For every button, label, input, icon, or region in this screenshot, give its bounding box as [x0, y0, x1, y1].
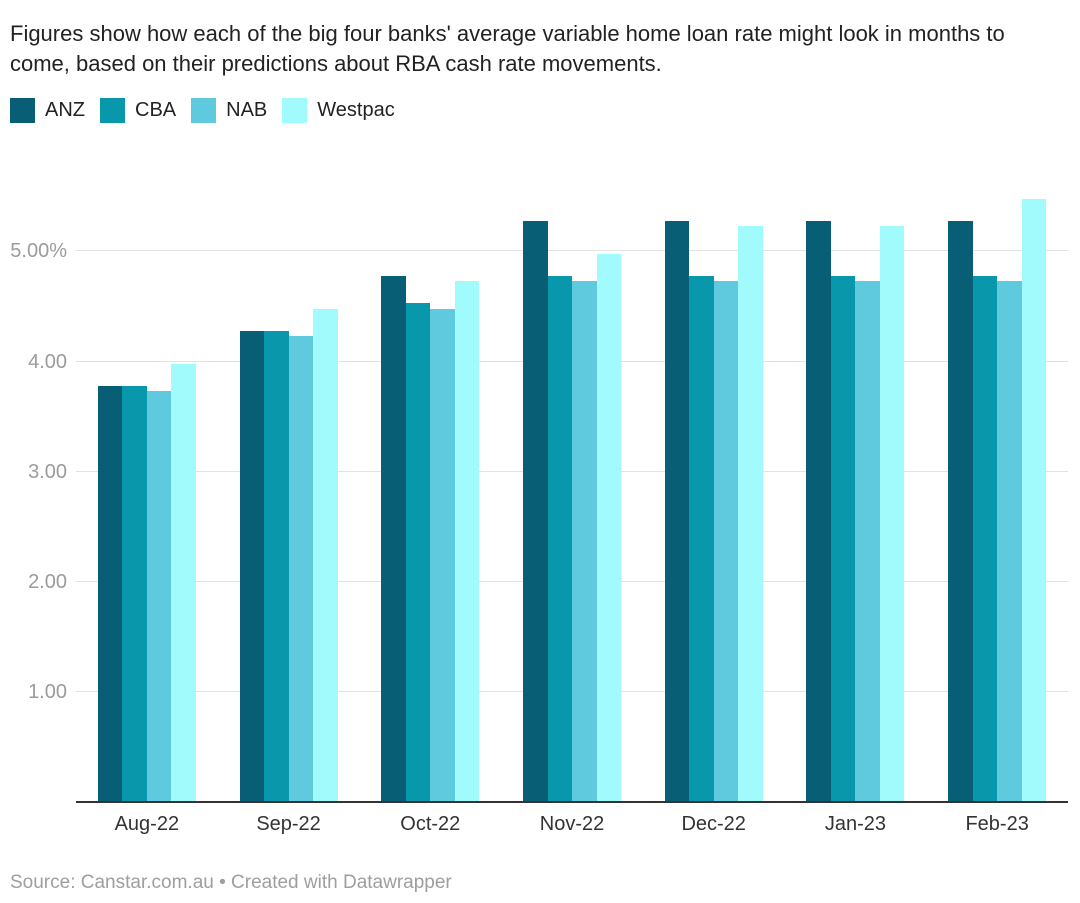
bar-nab-dec-22	[713, 281, 739, 802]
x-tick-label: Sep-22	[256, 813, 321, 835]
bar-westpac-jan-23	[879, 226, 905, 802]
legend-swatch-nab	[191, 98, 217, 123]
bar-cba-aug-22	[122, 385, 147, 802]
x-tick-label: Jan-23	[824, 813, 886, 835]
bar-group-jan-23	[806, 220, 905, 802]
bar-nab-feb-23	[997, 281, 1022, 802]
x-tick-label: Oct-22	[400, 813, 461, 835]
bar-group-feb-23	[948, 198, 1047, 802]
x-axis-line	[76, 801, 1068, 803]
bar-group-sep-22	[239, 308, 338, 802]
bar-group-dec-22	[664, 220, 763, 802]
bar-nab-oct-22	[430, 308, 455, 802]
bar-cba-nov-22	[547, 275, 572, 802]
bar-nab-aug-22	[146, 391, 172, 802]
y-tick-label: 1.00	[28, 680, 67, 703]
x-tick-label: Aug-22	[114, 813, 180, 835]
legend-item-westpac: Westpac	[282, 98, 395, 123]
legend-item-anz: ANZ	[10, 98, 85, 123]
bar-anz-aug-22	[97, 385, 123, 802]
source-note: Source: Canstar.com.au • Created with Da…	[10, 872, 452, 893]
legend-swatch-anz	[10, 98, 35, 123]
bar-westpac-aug-22	[171, 363, 196, 802]
legend-swatch-cba	[100, 98, 125, 123]
bar-group-aug-22	[97, 363, 196, 802]
x-tick-label: Feb-23	[965, 813, 1029, 835]
legend-item-nab: NAB	[191, 98, 267, 123]
bar-westpac-feb-23	[1021, 198, 1047, 802]
legend-label: NAB	[226, 99, 268, 121]
bar-cba-dec-22	[689, 275, 714, 802]
bar-westpac-dec-22	[738, 226, 763, 802]
legend: ANZ CBA NAB Westpac	[10, 98, 395, 123]
legend-label: CBA	[135, 99, 177, 121]
bar-nab-jan-23	[855, 281, 880, 802]
x-tick-label: Dec-22	[681, 813, 746, 835]
y-tick-label: 4.00	[28, 350, 67, 373]
x-tick-label: Nov-22	[539, 813, 605, 835]
bar-westpac-nov-22	[596, 253, 621, 802]
bar-group-nov-22	[523, 220, 621, 802]
bar-anz-sep-22	[239, 330, 265, 802]
bar-cba-jan-23	[830, 275, 856, 802]
chart-title: Figures show how each of the big four ba…	[10, 21, 1005, 76]
x-axis: Aug-22 Sep-22 Oct-22 Nov-22 Dec-22 Jan-23 Feb-…	[76, 812, 1068, 840]
bar-nab-sep-22	[288, 336, 314, 802]
bar-cba-oct-22	[405, 303, 431, 802]
bar-anz-jan-23	[806, 220, 831, 802]
legend-label: Westpac	[317, 99, 395, 121]
legend-swatch-westpac	[282, 98, 308, 123]
bar-cba-sep-22	[264, 330, 289, 802]
bar-anz-oct-22	[381, 275, 406, 802]
bar-westpac-oct-22	[454, 281, 480, 802]
bar-westpac-sep-22	[313, 308, 338, 802]
y-axis: 1.00 2.00 3.00 4.00 5.00%	[0, 192, 67, 802]
legend-label: ANZ	[45, 99, 85, 121]
bar-group-oct-22	[381, 275, 480, 802]
legend-item-cba: CBA	[100, 98, 176, 123]
bar-nab-nov-22	[572, 281, 597, 802]
bar-anz-feb-23	[948, 220, 973, 802]
y-tick-label: 2.00	[28, 570, 67, 593]
bar-anz-nov-22	[523, 220, 548, 802]
bar-anz-dec-22	[664, 220, 690, 802]
y-tick-label: 5.00%	[10, 240, 67, 263]
plot-area	[76, 192, 1068, 802]
gridline-5	[76, 250, 1068, 252]
y-tick-label: 3.00	[28, 460, 67, 483]
bar-cba-feb-23	[972, 275, 998, 802]
